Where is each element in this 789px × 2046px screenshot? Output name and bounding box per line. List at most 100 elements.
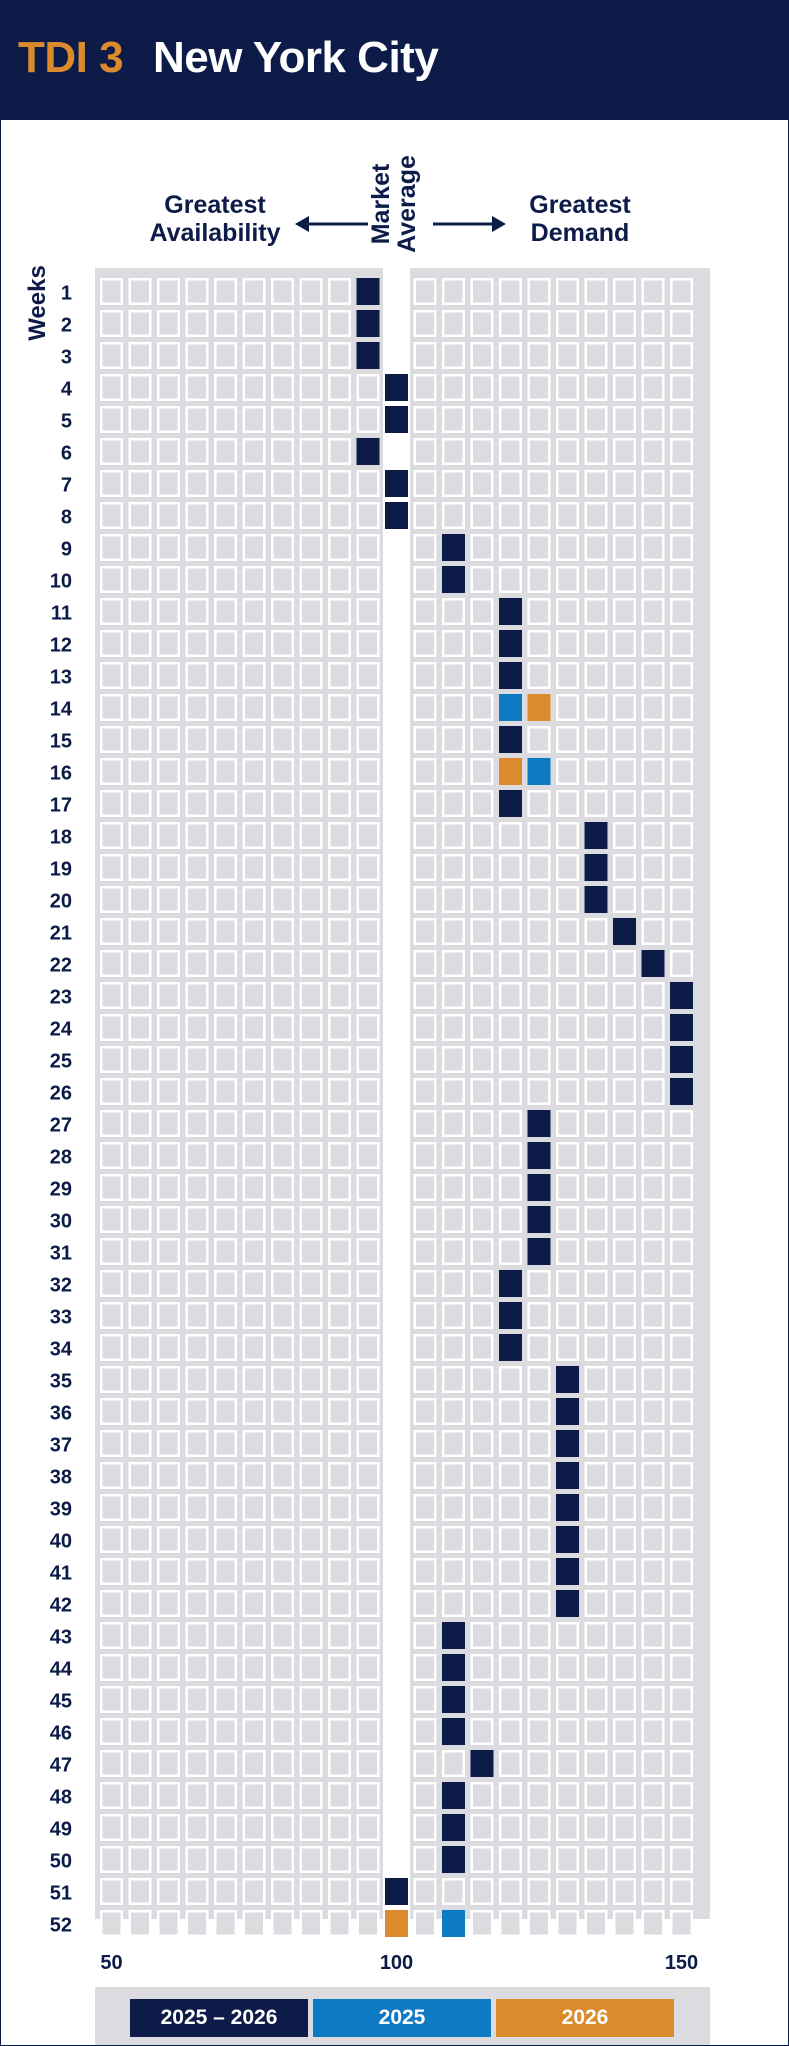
grid-cell-fill	[672, 536, 691, 559]
grid-cell-fill	[587, 632, 605, 655]
grid-cell-fill	[159, 1240, 178, 1263]
grid-cell-fill	[672, 1752, 691, 1775]
data-mark-2025-2026	[442, 1718, 465, 1745]
grid-cell-fill	[131, 632, 149, 655]
grid-cell-fill	[587, 760, 605, 783]
grid-cell-fill	[159, 1304, 178, 1327]
grid-cell-fill	[188, 1272, 206, 1295]
data-mark-2025-2026	[499, 1270, 522, 1297]
grid-cell-fill	[558, 1624, 577, 1647]
grid-cell-fill	[216, 888, 235, 911]
grid-cell-fill	[359, 1784, 377, 1807]
grid-cell-fill	[501, 1752, 520, 1775]
grid-cell-fill	[102, 1112, 121, 1135]
grid-cell-fill	[615, 1368, 634, 1391]
week-label: 10	[50, 571, 72, 593]
grid-cell-fill	[644, 1496, 662, 1519]
grid-cell-fill	[615, 280, 634, 303]
legend-swatch	[130, 1999, 308, 2037]
week-label: 48	[50, 1787, 72, 1809]
grid-cell-fill	[644, 1048, 662, 1071]
grid-cell-fill	[302, 376, 320, 399]
grid-cell-fill	[102, 1080, 121, 1103]
grid-cell-fill	[302, 1016, 320, 1039]
grid-cell-fill	[530, 504, 548, 527]
grid-cell-fill	[473, 696, 491, 719]
grid-cell-fill	[444, 1464, 463, 1487]
grid-cell-fill	[302, 1112, 320, 1135]
grid-cell-fill	[644, 1592, 662, 1615]
grid-cell-fill	[159, 1016, 178, 1039]
grid-cell-fill	[359, 1368, 377, 1391]
grid-cell-fill	[501, 408, 520, 431]
grid-cell-fill	[359, 728, 377, 751]
grid-cell-fill	[530, 1496, 548, 1519]
grid-cell-fill	[615, 1592, 634, 1615]
grid-cell-fill	[644, 632, 662, 655]
grid-cell-fill	[302, 1048, 320, 1071]
grid-cell-fill	[416, 408, 434, 431]
grid-cell-fill	[245, 824, 263, 847]
grid-cell-fill	[444, 664, 463, 687]
week-label: 32	[50, 1275, 72, 1297]
week-label: 11	[51, 603, 72, 625]
grid-cell-fill	[245, 1048, 263, 1071]
grid-cell-fill	[672, 1912, 691, 1935]
week-label: 19	[50, 859, 72, 881]
grid-cell-fill	[102, 1368, 121, 1391]
grid-cell-fill	[473, 1272, 491, 1295]
grid-cell-fill	[188, 1080, 206, 1103]
grid-cell-fill	[444, 1592, 463, 1615]
grid-cell-fill	[558, 536, 577, 559]
grid-cell-fill	[530, 1752, 548, 1775]
grid-cell-fill	[359, 1208, 377, 1231]
data-mark-2025-2026	[356, 278, 380, 305]
grid-cell-fill	[216, 344, 235, 367]
data-mark-2025-2026	[556, 1494, 579, 1521]
grid-cell-fill	[330, 1304, 349, 1327]
grid-cell-fill	[672, 1624, 691, 1647]
grid-cell-fill	[102, 1400, 121, 1423]
grid-cell-fill	[245, 1848, 263, 1871]
grid-cell-fill	[644, 280, 662, 303]
grid-cell-fill	[416, 1176, 434, 1199]
grid-cell-fill	[273, 1688, 292, 1711]
grid-cell-fill	[416, 696, 434, 719]
grid-cell-fill	[159, 536, 178, 559]
data-mark-2025-2026	[556, 1558, 579, 1585]
grid-cell-fill	[644, 1112, 662, 1135]
grid-cell-fill	[273, 1880, 292, 1903]
grid-cell-fill	[444, 952, 463, 975]
demand-label-line2: Demand	[530, 219, 630, 247]
availability-label-line2: Availability	[149, 219, 281, 247]
grid-cell-fill	[473, 1560, 491, 1583]
grid-cell-fill	[672, 920, 691, 943]
grid-cell-fill	[188, 1336, 206, 1359]
grid-cell-fill	[245, 1368, 263, 1391]
grid-cell-fill	[245, 984, 263, 1007]
grid-cell-fill	[159, 728, 178, 751]
grid-cell-fill	[131, 920, 149, 943]
grid-cell-fill	[530, 920, 548, 943]
grid-cell-fill	[444, 824, 463, 847]
grid-cell-fill	[102, 1912, 121, 1935]
week-label: 18	[50, 827, 72, 849]
grid-cell-fill	[302, 1752, 320, 1775]
grid-cell-fill	[530, 888, 548, 911]
grid-cell-fill	[501, 1912, 520, 1935]
grid-cell-fill	[245, 600, 263, 623]
week-label: 21	[50, 923, 72, 945]
grid-cell-fill	[102, 376, 121, 399]
week-label: 22	[50, 955, 72, 977]
data-mark-2025-2026	[527, 1238, 551, 1265]
grid-cell-fill	[416, 760, 434, 783]
grid-cell-fill	[615, 376, 634, 399]
grid-cell-fill	[159, 344, 178, 367]
grid-cell-fill	[359, 1720, 377, 1743]
grid-cell-fill	[273, 1176, 292, 1199]
grid-cell-fill	[672, 1496, 691, 1519]
grid-cell-fill	[501, 1816, 520, 1839]
grid-cell-fill	[273, 696, 292, 719]
grid-cell-fill	[359, 920, 377, 943]
